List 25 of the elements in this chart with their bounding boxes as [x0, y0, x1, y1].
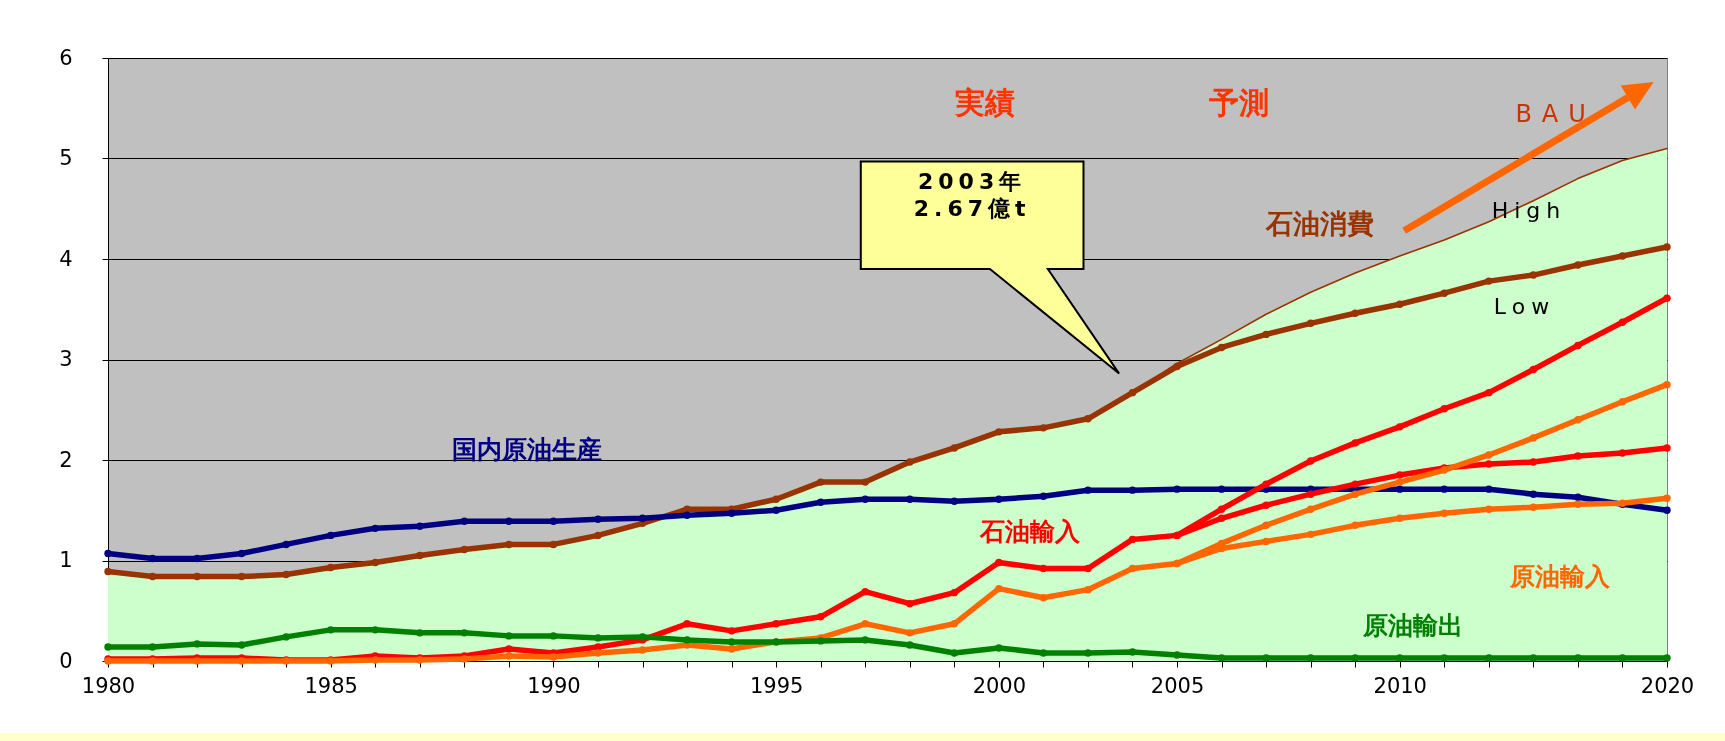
- x-tick-label: 1980: [81, 673, 136, 698]
- y-tick-label: 0: [59, 648, 73, 673]
- x-tick-label: 2010: [1373, 673, 1427, 698]
- text: 石油消費: [1264, 207, 1374, 239]
- annotation: Low: [1493, 294, 1556, 320]
- y-tick-label: 1: [59, 548, 73, 572]
- annotation: 予測: [1208, 84, 1270, 120]
- annotation: BAU: [1515, 100, 1596, 129]
- y-tick-label: 5: [59, 146, 73, 170]
- x-tick-label: 2000: [972, 673, 1027, 698]
- text: 国内原油生産: [451, 434, 602, 464]
- series-label: 原油輸出: [1362, 610, 1464, 640]
- annotation: 実績: [954, 84, 1016, 120]
- series-label: 石油輸入: [979, 517, 1082, 547]
- x-tick-label: 2005: [1150, 673, 1205, 698]
- x-tick-label: 1990: [527, 673, 581, 698]
- x-tick-label: 2020: [1640, 673, 1695, 698]
- y-tick-label: 6: [59, 45, 73, 70]
- x-tick-label: 1985: [304, 673, 358, 698]
- annotation: 2003年 2.67億t: [913, 168, 1031, 222]
- y-tick-label: 3: [59, 347, 73, 371]
- y-tick-label: 4: [59, 246, 73, 271]
- y-tick-label: 2: [59, 447, 73, 472]
- x-tick-label: 1995: [749, 673, 804, 698]
- text: 原油輸入: [1509, 561, 1612, 591]
